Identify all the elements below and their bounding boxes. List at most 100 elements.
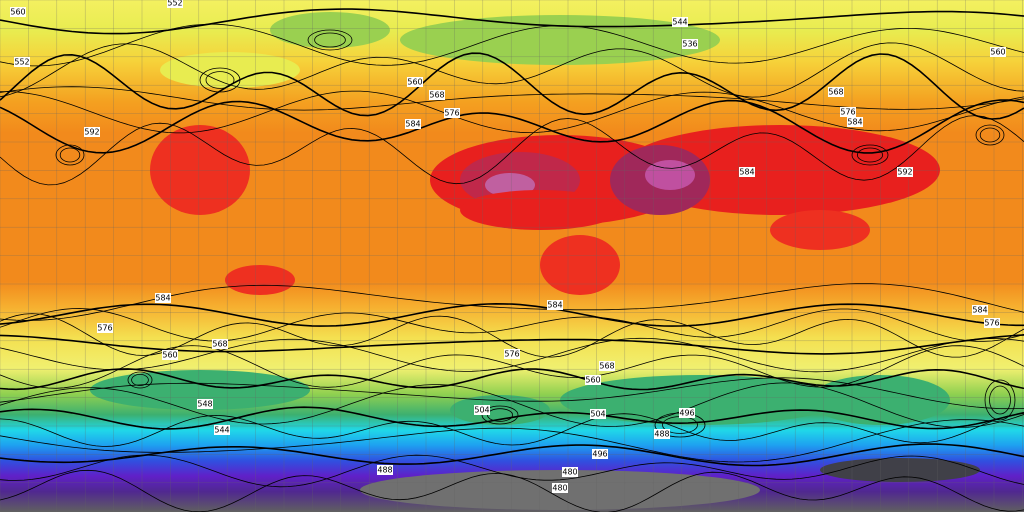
- contour-label: 584: [155, 294, 170, 303]
- label-box: [474, 405, 490, 415]
- contour: [0, 382, 1024, 428]
- label-box: [585, 375, 601, 385]
- label-box: [984, 318, 1000, 328]
- label-box: [840, 107, 856, 117]
- contour-lines: [0, 8, 1024, 512]
- closed-contour: [975, 124, 1005, 146]
- contour: [0, 52, 1024, 120]
- label-box: [897, 167, 913, 177]
- contour-label: 488: [377, 466, 392, 475]
- label-box: [990, 47, 1006, 57]
- contour-label: 496: [592, 450, 607, 459]
- contour: [0, 23, 1024, 67]
- label-box: [672, 17, 688, 27]
- contour-label: 544: [214, 426, 229, 435]
- contour-label: 584: [847, 118, 862, 127]
- closed-contour: [131, 373, 149, 386]
- contour-label: 584: [739, 168, 754, 177]
- label-box: [972, 305, 988, 315]
- label-box: [212, 339, 228, 349]
- contour-label: 576: [97, 324, 112, 333]
- contour: [0, 419, 1024, 463]
- closed-contour: [307, 29, 353, 51]
- contour: [0, 115, 1024, 186]
- contour-label: 576: [444, 109, 459, 118]
- contour-label: 552: [167, 0, 182, 8]
- label-box: [167, 0, 183, 8]
- label-box: [552, 483, 568, 493]
- label-box: [828, 87, 844, 97]
- contour-label: 536: [682, 40, 697, 49]
- contour-label: 584: [972, 306, 987, 315]
- label-box: [547, 300, 563, 310]
- label-box: [214, 425, 230, 435]
- label-box: [682, 39, 698, 49]
- contour-label: 560: [407, 78, 422, 87]
- closed-contour: [55, 144, 85, 166]
- label-box: [407, 77, 423, 87]
- contour-labels: 5525605525925605685765845445365685765845…: [10, 0, 1006, 493]
- contour: [0, 469, 1024, 512]
- closed-contour: [199, 67, 241, 93]
- closed-contour: [59, 147, 81, 163]
- closed-contour: [984, 379, 1016, 421]
- contour-label: 584: [547, 301, 562, 310]
- label-box: [84, 127, 100, 137]
- label-box: [405, 119, 421, 129]
- closed-contour: [127, 371, 153, 389]
- contour-label: 576: [504, 350, 519, 359]
- contour-label: 496: [679, 409, 694, 418]
- label-box: [679, 408, 695, 418]
- label-box: [847, 117, 863, 127]
- label-box: [377, 465, 393, 475]
- closed-contour: [205, 71, 235, 89]
- closed-contour: [989, 385, 1011, 415]
- contour-label: 560: [162, 351, 177, 360]
- closed-contour: [857, 147, 884, 163]
- label-box: [162, 350, 178, 360]
- label-box: [429, 90, 445, 100]
- contour: [0, 413, 1024, 447]
- label-box: [654, 429, 670, 439]
- label-box: [10, 7, 26, 17]
- contour-label: 504: [474, 406, 489, 415]
- contour-label: 480: [562, 468, 577, 477]
- label-box: [504, 349, 520, 359]
- contour-label: 560: [990, 48, 1005, 57]
- label-box: [444, 108, 460, 118]
- label-box: [739, 167, 755, 177]
- contour-label: 548: [197, 400, 212, 409]
- label-box: [590, 409, 606, 419]
- contour-label: 544: [672, 18, 687, 27]
- label-box: [197, 399, 213, 409]
- contour-label: 480: [552, 484, 567, 493]
- closed-contour: [979, 127, 1001, 143]
- contour-label: 560: [585, 376, 600, 385]
- contour: [0, 345, 1024, 389]
- contour-label: 568: [429, 91, 444, 100]
- closed-contour: [851, 144, 889, 166]
- contour: [0, 308, 1024, 342]
- contour-label: 568: [212, 340, 227, 349]
- contour-label: 560: [10, 8, 25, 17]
- closed-contour: [314, 32, 346, 48]
- contour-label: 568: [828, 88, 843, 97]
- label-box: [155, 293, 171, 303]
- contour: [0, 42, 1024, 98]
- contour-label: 584: [405, 120, 420, 129]
- contour-label: 488: [654, 430, 669, 439]
- label-box: [599, 361, 615, 371]
- label-box: [592, 449, 608, 459]
- contour-label: 568: [599, 362, 614, 371]
- contour-label: 576: [840, 108, 855, 117]
- contour-label: 592: [897, 168, 912, 177]
- contour: [0, 454, 1024, 488]
- contour: [0, 302, 1024, 327]
- contour: [0, 443, 1024, 467]
- contour-label: 552: [14, 58, 29, 67]
- label-box: [97, 323, 113, 333]
- contour: [0, 90, 1024, 134]
- contour-label: 592: [84, 128, 99, 137]
